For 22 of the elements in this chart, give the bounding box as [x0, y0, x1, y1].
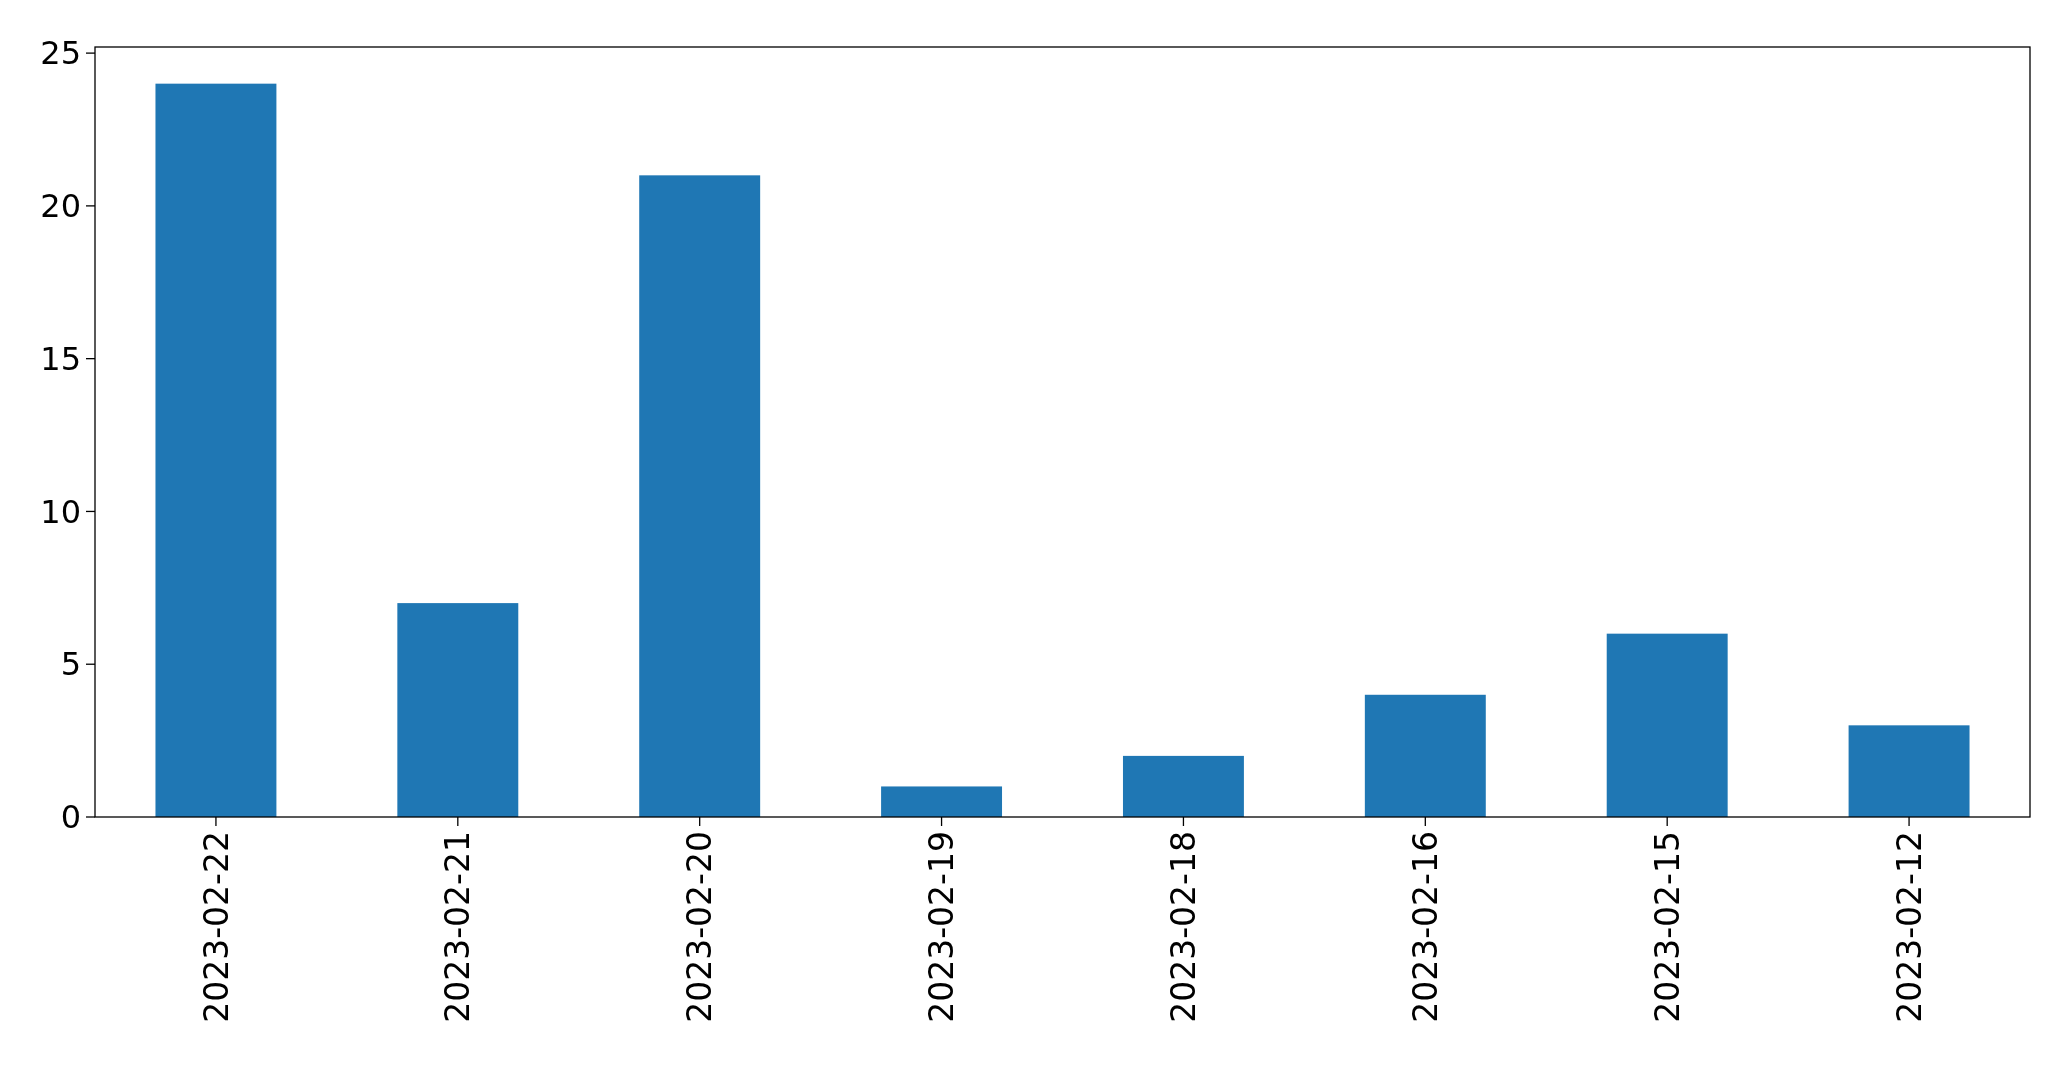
y-tick-label: 20 — [40, 187, 81, 226]
x-tick-label: 2023-02-20 — [680, 831, 720, 1023]
bar — [397, 603, 519, 817]
bar — [1606, 633, 1728, 817]
x-tick-label: 2023-02-15 — [1647, 831, 1687, 1023]
x-tick-label: 2023-02-18 — [1163, 831, 1203, 1023]
x-tick-label: 2023-02-22 — [196, 831, 236, 1023]
bar — [155, 83, 277, 817]
bar — [881, 786, 1003, 817]
x-tick-label: 2023-02-12 — [1889, 831, 1929, 1023]
y-tick-label: 25 — [40, 34, 81, 73]
bar — [1364, 694, 1486, 817]
x-tick-label: 2023-02-21 — [438, 831, 478, 1023]
y-tick-label: 15 — [40, 339, 81, 378]
x-tick-label: 2023-02-16 — [1405, 831, 1445, 1023]
bar — [639, 175, 761, 817]
y-tick-label: 0 — [60, 798, 81, 837]
y-tick-label: 5 — [60, 645, 81, 684]
bar — [1122, 755, 1244, 817]
x-tick-label: 2023-02-19 — [922, 831, 962, 1023]
bar — [1848, 725, 1970, 817]
y-tick-label: 10 — [40, 492, 81, 531]
